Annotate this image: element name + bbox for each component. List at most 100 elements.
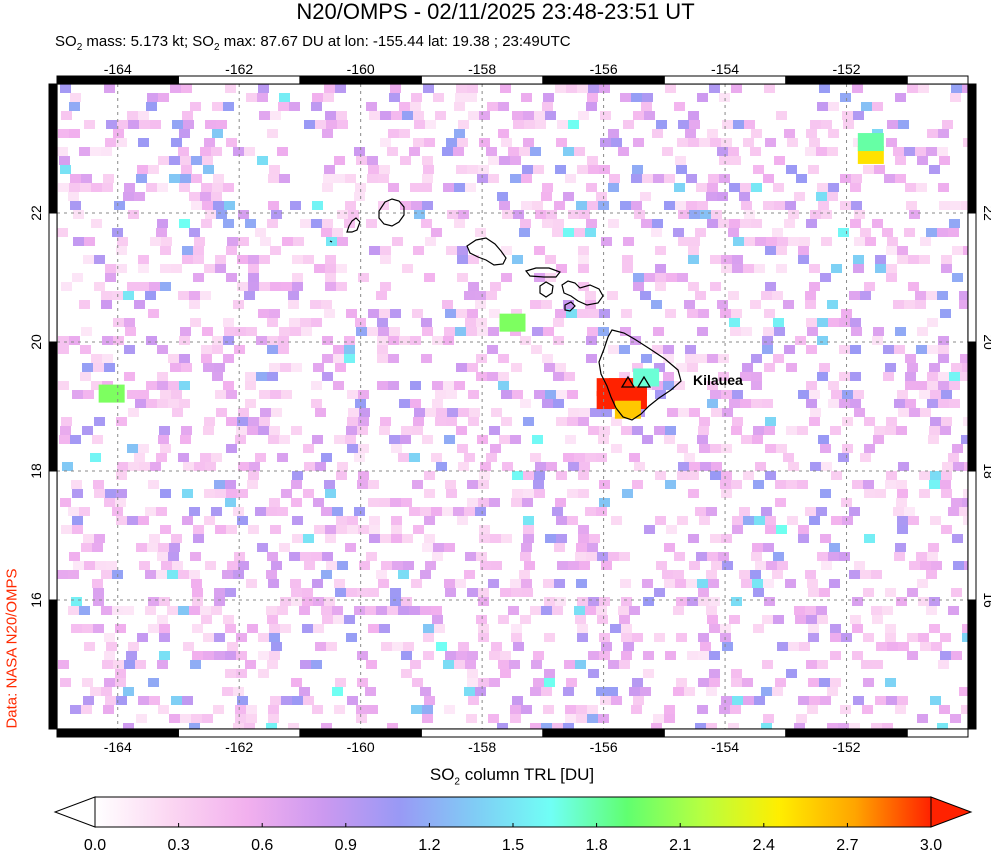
so2-cell <box>326 561 337 570</box>
so2-cell <box>555 498 566 507</box>
so2-cell <box>303 696 314 705</box>
so2-cell <box>937 723 948 732</box>
so2-cell <box>278 102 289 111</box>
so2-cell <box>885 633 896 642</box>
so2-cell <box>872 660 883 669</box>
so2-cell <box>189 570 200 579</box>
so2-cell <box>941 264 952 273</box>
so2-cell <box>268 174 279 183</box>
so2-cell <box>465 552 476 561</box>
so2-cell <box>864 534 875 543</box>
so2-cell <box>564 372 575 381</box>
so2-cell <box>740 219 751 228</box>
so2-cell <box>740 399 751 408</box>
so2-cell <box>631 93 642 102</box>
so2-cell <box>761 507 772 516</box>
so2-cell <box>499 201 510 210</box>
so2-cell <box>313 624 324 633</box>
so2-cell <box>171 138 182 147</box>
so2-cell <box>205 561 216 570</box>
so2-cell <box>468 417 479 426</box>
so2-cell <box>706 570 717 579</box>
so2-cell <box>688 255 699 264</box>
so2-cell <box>171 264 182 273</box>
so2-cell <box>321 300 332 309</box>
so2-cell <box>288 300 299 309</box>
so2-cell <box>246 579 257 588</box>
so2-cell <box>587 714 598 723</box>
so2-cell <box>608 129 619 138</box>
so2-cell <box>895 174 906 183</box>
so2-cell <box>773 183 784 192</box>
so2-cell <box>755 462 766 471</box>
so2-cell <box>194 462 205 471</box>
so2-cell <box>963 489 968 498</box>
so2-cell <box>853 264 864 273</box>
so2-cell <box>875 696 886 705</box>
so2-cell <box>741 435 752 444</box>
so2-cell <box>135 399 146 408</box>
so2-cell <box>873 435 884 444</box>
so2-cell <box>599 309 610 318</box>
so2-cell <box>685 129 696 138</box>
so2-cell <box>750 570 761 579</box>
so2-cell <box>962 84 968 93</box>
so2-cell <box>557 561 568 570</box>
so2-cell <box>827 192 838 201</box>
so2-cell <box>61 282 72 291</box>
so2-cell <box>105 696 116 705</box>
so2-cell <box>101 606 112 615</box>
so2-cell <box>851 201 862 210</box>
so2-cell <box>565 705 576 714</box>
so2-cell <box>302 624 313 633</box>
so2-cell <box>576 705 587 714</box>
so2-cell <box>179 336 190 345</box>
so2-cell <box>821 210 832 219</box>
so2-cell <box>730 705 741 714</box>
so2-cell <box>256 336 267 345</box>
so2-cell <box>948 606 959 615</box>
so2-cell <box>711 408 722 417</box>
so2-cell <box>489 678 500 687</box>
so2-cell <box>269 363 280 372</box>
so2-cell <box>236 669 247 678</box>
so2-cell <box>773 615 784 624</box>
so2-cell <box>367 174 378 183</box>
so2-cell <box>388 336 399 345</box>
so2-cell <box>247 624 258 633</box>
so2-cell <box>722 408 733 417</box>
so2-cell <box>948 507 959 516</box>
so2-cell <box>511 588 522 597</box>
so2-cell <box>378 201 389 210</box>
so2-cell <box>79 606 90 615</box>
so2-cell <box>555 84 566 93</box>
colorbar-tick-label: 0.9 <box>335 837 357 853</box>
so2-cell <box>556 516 567 525</box>
so2-cell <box>455 327 466 336</box>
so2-cell <box>663 354 674 363</box>
so2-cell <box>588 426 599 435</box>
so2-cell <box>632 480 643 489</box>
so2-cell <box>608 552 619 561</box>
so2-cell <box>641 354 652 363</box>
so2-cell <box>160 489 171 498</box>
so2-cell <box>414 120 425 129</box>
so2-cell <box>839 372 850 381</box>
so2-cell <box>105 273 116 282</box>
so2-cell <box>172 408 183 417</box>
so2-cell <box>545 534 556 543</box>
so2-cell <box>697 579 708 588</box>
so2-cell <box>541 300 552 309</box>
so2-cell <box>664 174 675 183</box>
so2-cell <box>930 390 941 399</box>
so2-cell <box>709 597 720 606</box>
so2-cell <box>731 426 742 435</box>
so2-cell <box>788 237 799 246</box>
so2-cell <box>772 228 783 237</box>
so2-cell <box>608 345 619 354</box>
so2-cell <box>689 408 700 417</box>
so2-cell <box>390 309 401 318</box>
so2-cell <box>728 147 739 156</box>
so2-cell <box>554 543 565 552</box>
so2-cell <box>696 183 707 192</box>
